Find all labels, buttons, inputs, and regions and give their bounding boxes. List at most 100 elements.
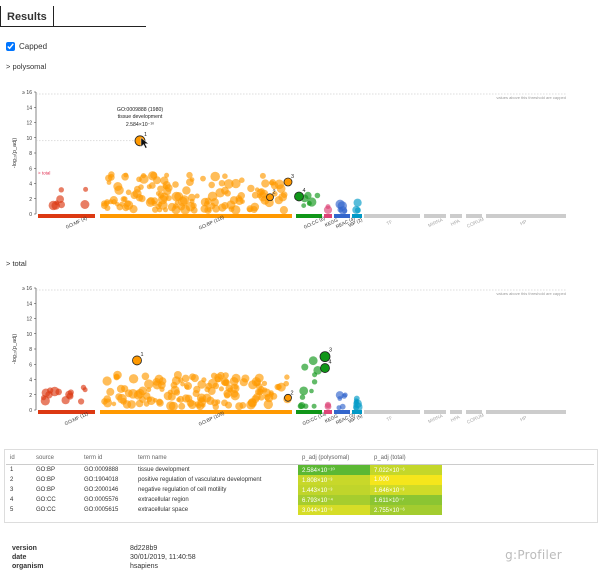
data-point[interactable] [156,399,164,407]
data-point[interactable] [210,372,218,379]
table-row[interactable]: 4 GO:CC GO:0005576 extracellular region 6.79… [6,495,594,505]
data-point[interactable] [135,388,145,399]
data-point[interactable] [314,192,321,199]
data-point[interactable] [254,187,260,192]
data-point[interactable] [218,203,227,212]
data-point[interactable] [115,393,123,401]
data-point[interactable] [150,171,158,179]
data-point[interactable] [186,171,193,179]
data-point[interactable] [259,189,269,199]
capped-toggle[interactable]: Capped [6,42,47,51]
data-point[interactable] [237,192,245,200]
data-point[interactable] [223,392,231,399]
data-point[interactable] [181,374,190,383]
data-point[interactable] [353,400,360,406]
data-point[interactable] [101,398,108,405]
data-point[interactable] [197,380,206,389]
data-point[interactable] [269,180,275,186]
data-point[interactable] [128,374,139,384]
data-point[interactable] [352,205,361,214]
data-point[interactable] [312,372,318,378]
data-point[interactable] [80,200,90,209]
data-point[interactable] [138,195,146,203]
data-point[interactable] [339,403,346,410]
data-point[interactable] [222,173,228,179]
data-point[interactable] [250,206,258,213]
data-point[interactable] [200,175,206,182]
data-point[interactable] [41,388,51,398]
highlighted-point[interactable] [266,193,274,202]
data-point[interactable] [123,200,134,210]
data-point[interactable] [181,394,191,403]
data-point[interactable] [182,186,191,195]
data-point[interactable] [311,379,318,385]
data-point[interactable] [136,176,142,183]
data-point[interactable] [114,185,124,195]
data-point[interactable] [261,179,270,188]
data-point[interactable] [247,207,252,213]
data-point[interactable] [172,181,179,188]
data-point[interactable] [225,401,232,409]
data-point[interactable] [212,403,219,410]
data-point[interactable] [135,399,144,408]
data-point[interactable] [297,403,304,410]
data-point[interactable] [104,199,110,205]
data-point[interactable] [231,178,241,189]
data-point[interactable] [253,379,261,387]
data-point[interactable] [307,197,317,207]
data-point[interactable] [130,191,139,200]
data-point[interactable] [154,374,164,384]
data-point[interactable] [299,386,309,396]
data-point[interactable] [188,193,196,202]
data-point[interactable] [212,204,220,213]
data-point[interactable] [239,402,247,409]
data-point[interactable] [335,391,344,400]
data-point[interactable] [105,174,113,182]
data-point[interactable] [109,196,118,205]
data-point[interactable] [224,179,234,189]
table-row[interactable]: 1 GO:BP GO:0009888 tissue development 2.584×… [6,464,594,475]
data-point[interactable] [196,403,202,409]
data-point[interactable] [83,186,89,192]
data-point[interactable] [204,386,211,393]
data-point[interactable] [146,396,156,405]
data-point[interactable] [157,207,163,213]
data-point[interactable] [324,401,332,408]
data-point[interactable] [262,387,268,393]
data-point[interactable] [144,379,154,389]
data-point[interactable] [158,200,168,210]
data-point[interactable] [247,184,255,193]
data-point[interactable] [233,384,239,390]
data-point[interactable] [274,383,281,391]
data-point[interactable] [241,374,250,383]
data-point[interactable] [220,377,229,386]
data-point[interactable] [276,184,286,193]
tab-results[interactable]: Results [0,6,54,26]
data-point[interactable] [279,206,288,215]
data-point[interactable] [140,173,147,179]
data-point[interactable] [82,387,88,393]
data-point[interactable] [152,206,159,213]
data-point[interactable] [217,371,225,380]
data-point[interactable] [255,388,262,396]
data-point[interactable] [121,173,129,181]
data-point[interactable] [246,400,256,410]
data-point[interactable] [141,372,150,381]
data-point[interactable] [274,196,283,205]
data-point[interactable] [54,200,60,206]
data-point[interactable] [231,205,241,215]
data-point[interactable] [264,394,271,401]
highlighted-point[interactable] [132,355,142,366]
data-point[interactable] [311,403,317,409]
data-point[interactable] [301,363,309,371]
data-point[interactable] [218,180,226,187]
data-point[interactable] [189,373,196,381]
data-point[interactable] [171,191,182,202]
data-point[interactable] [215,399,221,405]
data-point[interactable] [102,376,112,386]
data-point[interactable] [162,184,168,190]
data-point[interactable] [299,394,306,400]
data-point[interactable] [163,391,173,401]
data-point[interactable] [127,400,136,409]
